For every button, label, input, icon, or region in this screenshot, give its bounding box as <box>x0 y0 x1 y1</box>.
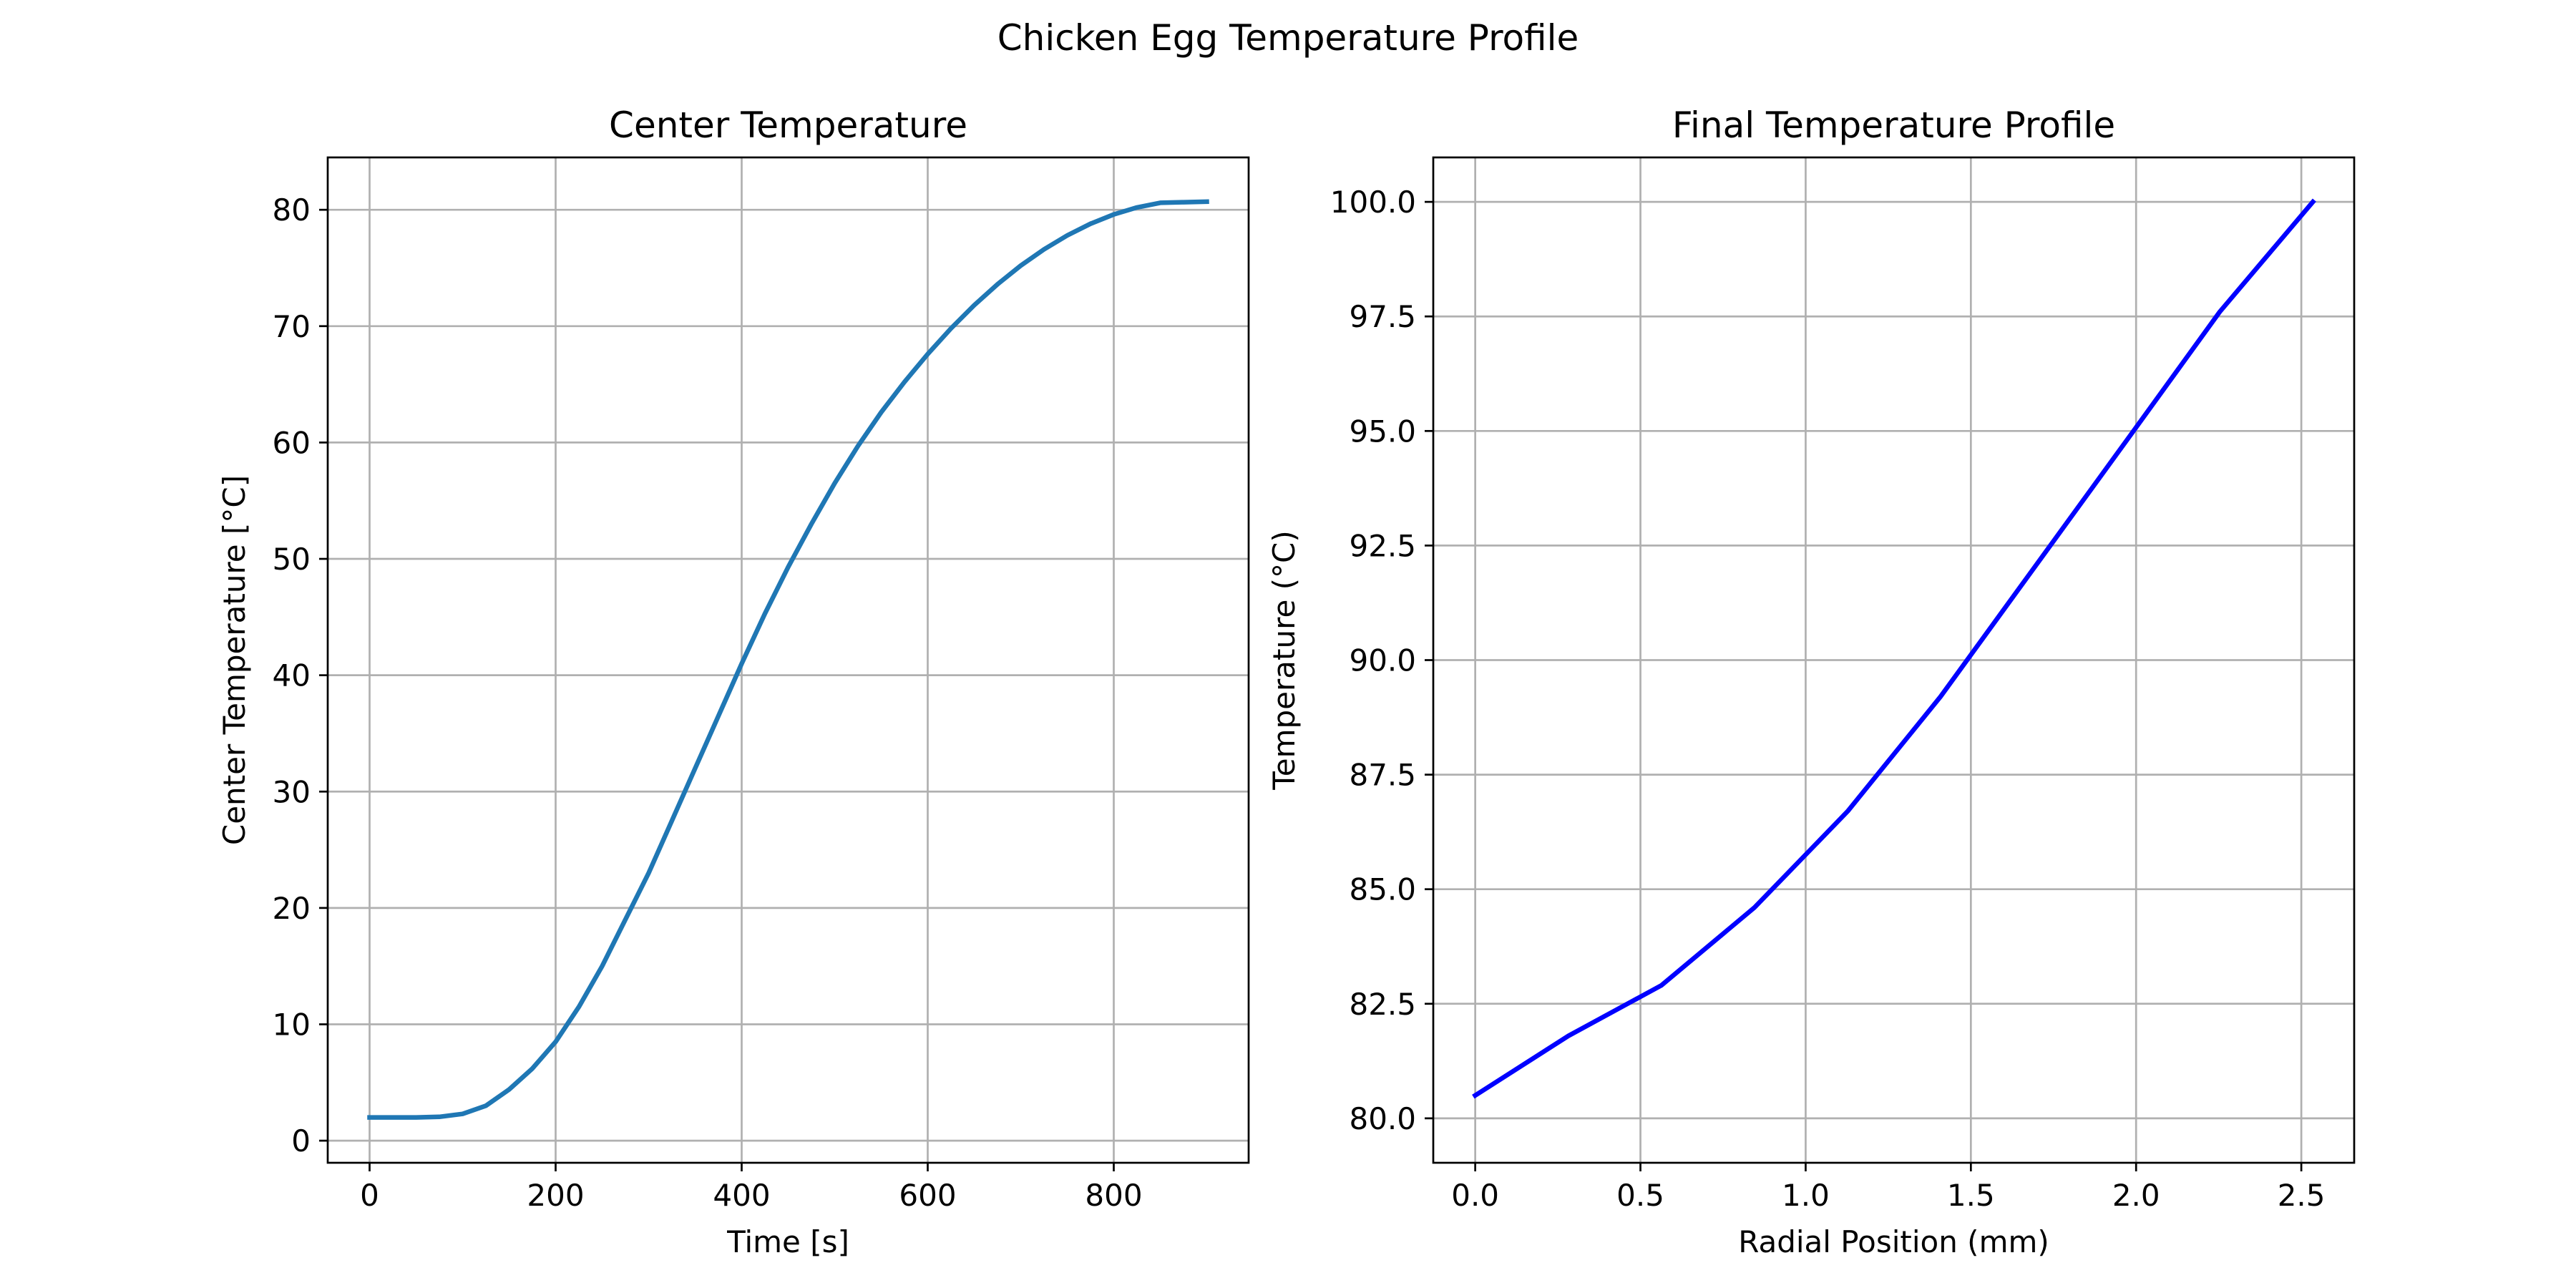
x-tick-label: 2.0 <box>2112 1178 2160 1213</box>
y-tick-label: 95.0 <box>1349 414 1416 449</box>
x-tick-label: 600 <box>899 1178 956 1213</box>
y-tick-label: 70 <box>273 309 311 344</box>
x-tick-label: 2.5 <box>2278 1178 2326 1213</box>
y-tick-label: 100.0 <box>1330 185 1416 220</box>
chart-title: Center Temperature <box>609 104 967 146</box>
series-line <box>367 199 1209 1120</box>
y-tick-label: 97.5 <box>1349 299 1416 334</box>
x-tick-label: 400 <box>713 1178 770 1213</box>
y-tick-label: 20 <box>273 891 311 926</box>
x-tick-label: 0.5 <box>1616 1178 1664 1213</box>
plot-area <box>1472 198 2316 1099</box>
y-tick-label: 85.0 <box>1349 872 1416 907</box>
y-tick-label: 92.5 <box>1349 528 1416 563</box>
y-tick-label: 80 <box>273 192 311 228</box>
y-tick-label: 87.5 <box>1349 758 1416 793</box>
x-tick-label: 800 <box>1085 1178 1142 1213</box>
axes-frame <box>326 156 1250 1164</box>
x-tick-label: 1.5 <box>1947 1178 1995 1213</box>
chart-title: Final Temperature Profile <box>1672 104 2115 146</box>
y-tick-label: 60 <box>273 425 311 460</box>
y-tick-label: 80.0 <box>1349 1101 1416 1136</box>
x-axis-label: Time [s] <box>726 1224 849 1259</box>
ticks: 0.0 0.5 1.0 1.5 2.0 2.5 80.0 82.5 85.0 87.5 90.0 92… <box>1330 185 2326 1213</box>
x-tick-label: 200 <box>527 1178 584 1213</box>
x-tick-label: 1.0 <box>1782 1178 1830 1213</box>
y-tick-label: 50 <box>273 542 311 577</box>
x-tick-label: 0 <box>360 1178 379 1213</box>
y-tick-label: 82.5 <box>1349 987 1416 1022</box>
plot-area <box>367 199 1209 1120</box>
y-tick-label: 0 <box>291 1123 311 1158</box>
y-axis-label: Temperature (°C) <box>1267 530 1302 791</box>
center-temperature-chart: Center Temperature 0 200 400 600 800 0 10 20 30 4… <box>217 104 1250 1259</box>
x-axis-label: Radial Position (mm) <box>1738 1224 2049 1259</box>
y-axis-label: Center Temperature [°C] <box>217 475 252 845</box>
grid <box>1433 157 2354 1163</box>
y-tick-label: 90.0 <box>1349 643 1416 678</box>
y-tick-label: 30 <box>273 774 311 809</box>
final-temperature-profile-chart: Final Temperature Profile 0.0 0.5 1.0 1.5 2.… <box>1267 104 2356 1259</box>
series-line <box>1472 198 2316 1099</box>
y-tick-label: 40 <box>273 658 311 693</box>
ticks: 0 200 400 600 800 0 10 20 30 40 50 60 70 80 <box>273 192 1143 1213</box>
y-tick-label: 10 <box>273 1007 311 1042</box>
figure-title: Chicken Egg Temperature Profile <box>997 17 1579 59</box>
grid <box>328 157 1249 1163</box>
x-tick-label: 0.0 <box>1451 1178 1499 1213</box>
